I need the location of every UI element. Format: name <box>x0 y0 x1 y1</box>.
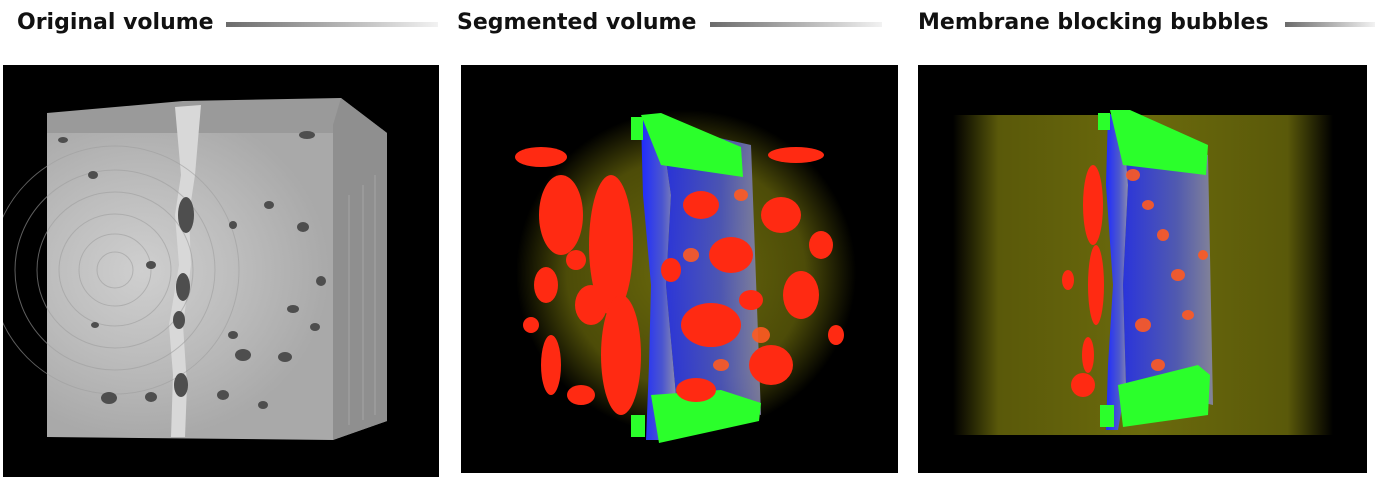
segmented-volume-render <box>461 65 898 473</box>
cube-side-face <box>333 98 387 440</box>
membrane-blue <box>1106 113 1128 430</box>
panel-title: Original volume <box>17 10 214 35</box>
cube-top-face <box>47 98 387 133</box>
gasket-top <box>1110 110 1208 175</box>
panel-title: Membrane blocking bubbles <box>918 10 1269 35</box>
membrane-blocking-render <box>918 65 1367 473</box>
title-divider <box>1285 22 1375 27</box>
bubbles <box>515 147 844 415</box>
panel-segmented-volume: Segmented volume <box>440 0 900 477</box>
bubbles <box>1062 165 1104 397</box>
membrane-blue <box>641 120 676 440</box>
title-divider <box>710 22 882 27</box>
panel-original-volume: Original volume <box>0 0 440 477</box>
panel-title: Segmented volume <box>457 10 697 35</box>
gasket-bottom <box>1118 365 1210 427</box>
cube-front-face <box>47 133 387 440</box>
title-divider <box>226 22 438 27</box>
original-volume-render <box>3 65 439 477</box>
gasket-bottom <box>651 390 761 443</box>
gasket-top <box>641 113 743 177</box>
membrane-slice <box>169 105 201 437</box>
panel-membrane-blocking-bubbles: Membrane blocking bubbles <box>900 0 1379 477</box>
